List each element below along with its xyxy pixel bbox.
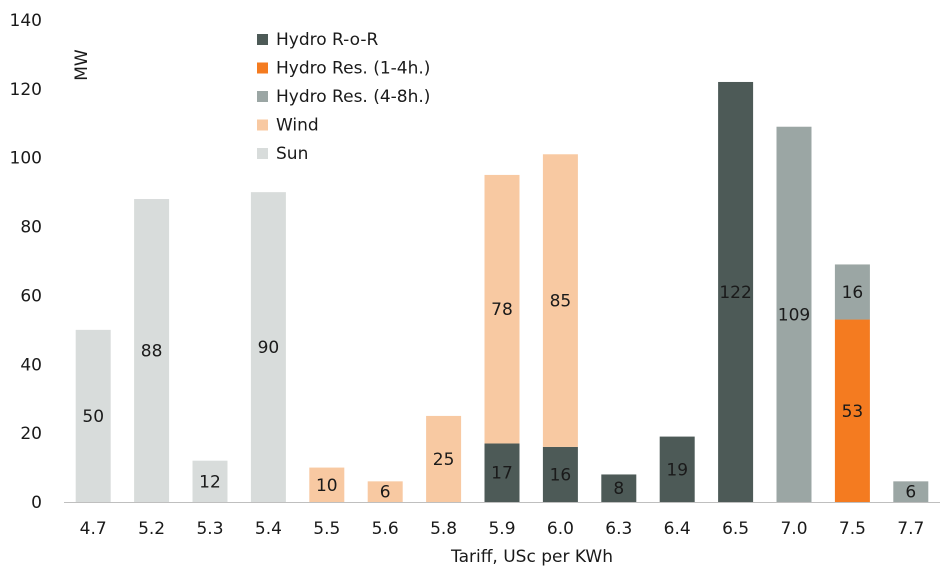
bar-segment — [776, 126, 812, 502]
y-tick-label: 40 — [20, 355, 42, 375]
data-labels: 50 88 12 90 10 6 25 17 78 16 85 8 19 122 109 53 16 6 — [82, 283, 916, 503]
bar-segment — [367, 481, 403, 502]
data-label: 6 — [905, 483, 916, 503]
legend-label: Hydro R-o-R — [276, 30, 378, 50]
data-label: 85 — [550, 292, 572, 312]
data-label: 10 — [316, 476, 338, 496]
x-tick-label: 5.9 — [488, 519, 515, 539]
bar-segment — [309, 467, 345, 502]
data-label: 122 — [719, 283, 751, 303]
legend-swatch — [257, 91, 268, 102]
legend-swatch — [257, 119, 268, 131]
data-label: 8 — [613, 479, 624, 499]
bar-segment — [834, 319, 870, 502]
bar-segment — [718, 81, 754, 502]
x-tick-label: 6.0 — [547, 519, 574, 539]
y-axis-title: MW — [72, 49, 92, 81]
x-tick-label: 5.5 — [313, 519, 340, 539]
legend-swatch — [257, 34, 268, 45]
data-label: 25 — [433, 450, 455, 470]
data-label: 16 — [842, 283, 864, 303]
bar-segment — [601, 474, 637, 502]
bar-segment — [426, 415, 462, 502]
data-label: 78 — [491, 300, 513, 320]
y-tick-label: 60 — [20, 286, 42, 306]
data-label: 6 — [380, 483, 391, 503]
bar-segment — [834, 264, 870, 320]
bar-segment — [484, 443, 520, 502]
data-label: 50 — [82, 407, 104, 427]
legend-label: Hydro Res. (4-8h.) — [276, 87, 430, 107]
data-label: 12 — [199, 472, 221, 492]
legend-label: Wind — [276, 116, 319, 136]
bar-segment — [542, 446, 578, 502]
bar-segment — [893, 481, 929, 502]
data-label: 17 — [491, 464, 513, 484]
data-label: 109 — [778, 305, 810, 325]
x-tick-label: 6.4 — [664, 519, 691, 539]
data-label: 16 — [550, 465, 572, 485]
y-tick-label: 0 — [31, 493, 42, 513]
x-tick-label: 5.2 — [138, 519, 165, 539]
y-tick-label: 80 — [20, 218, 42, 238]
x-tick-label: 4.7 — [80, 519, 107, 539]
y-tick-label: 20 — [20, 424, 42, 444]
y-tick-label: 140 — [10, 11, 42, 31]
data-label: 88 — [141, 342, 163, 362]
y-tick-label: 120 — [10, 80, 42, 100]
x-axis-title: Tariff, USc per KWh — [450, 547, 613, 567]
x-tick-label: 5.6 — [372, 519, 399, 539]
x-tick-label: 5.3 — [196, 519, 223, 539]
x-tick-label: 7.0 — [780, 519, 807, 539]
x-tick-label: 7.7 — [897, 519, 924, 539]
data-label: 90 — [258, 338, 280, 358]
bar-segment — [542, 154, 578, 447]
x-tick-label: 5.4 — [255, 519, 282, 539]
x-tick-label: 6.3 — [605, 519, 632, 539]
legend: Hydro R-o-R Hydro Res. (1-4h.) Hydro Res. … — [257, 30, 430, 164]
legend-swatch — [257, 62, 268, 74]
legend-label: Hydro Res. (1-4h.) — [276, 59, 430, 79]
bar-segment — [659, 436, 695, 502]
data-label: 53 — [842, 402, 864, 422]
legend-swatch — [257, 148, 268, 159]
x-tick-label: 5.8 — [430, 519, 457, 539]
bar-segment — [484, 174, 520, 444]
bar-group — [75, 81, 929, 502]
bar-segment — [192, 460, 228, 502]
x-tick-label: 7.5 — [839, 519, 866, 539]
y-axis-ticks: 0 20 40 60 80 100 120 140 — [10, 11, 42, 513]
data-label: 19 — [666, 460, 688, 480]
x-tick-label: 6.5 — [722, 519, 749, 539]
bar-segment — [134, 199, 170, 502]
legend-label: Sun — [276, 144, 308, 164]
bar-segment — [250, 192, 286, 502]
x-axis-ticks: 4.7 5.2 5.3 5.4 5.5 5.6 5.8 5.9 6.0 6.3 6.4 6.5 7.0 7… — [80, 519, 925, 539]
bar-segment — [75, 329, 111, 502]
y-tick-label: 100 — [10, 149, 42, 169]
